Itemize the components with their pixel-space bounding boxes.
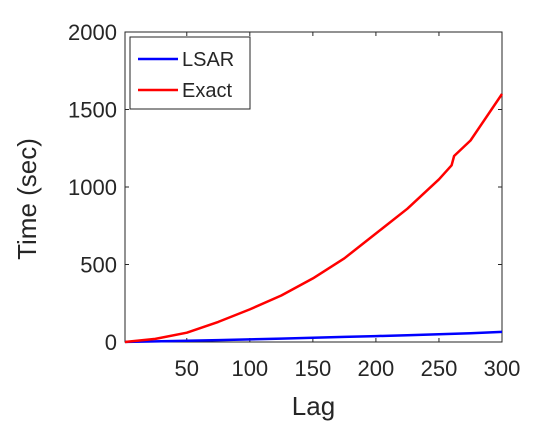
- y-tick-label: 0: [105, 330, 117, 355]
- x-tick-label: 200: [358, 356, 395, 381]
- series-line-lsar: [124, 330, 503, 344]
- legend-label-lsar: LSAR: [182, 49, 234, 71]
- x-axis-label: Lag: [292, 391, 335, 421]
- legend: LSAR Exact: [129, 36, 251, 110]
- y-tick-label: 500: [80, 253, 117, 278]
- x-tick-label: 100: [231, 356, 268, 381]
- series-line-exact: [124, 93, 504, 344]
- x-tick-label: 150: [295, 356, 332, 381]
- legend-box: [129, 36, 251, 110]
- y-axis-label: Time (sec): [12, 138, 42, 260]
- x-tick-label: 50: [175, 356, 199, 381]
- y-tick-label: 1000: [68, 175, 117, 200]
- axes: 50 100 150 200 250 300 0 500 1000 1500 2000 Lag Time…: [12, 20, 520, 421]
- y-tick-label: 1500: [68, 98, 117, 123]
- x-tick-label: 300: [484, 356, 521, 381]
- x-tick-label: 250: [421, 356, 458, 381]
- y-tick-label: 2000: [68, 20, 117, 45]
- series-lines: [124, 93, 504, 344]
- legend-label-exact: Exact: [182, 80, 232, 102]
